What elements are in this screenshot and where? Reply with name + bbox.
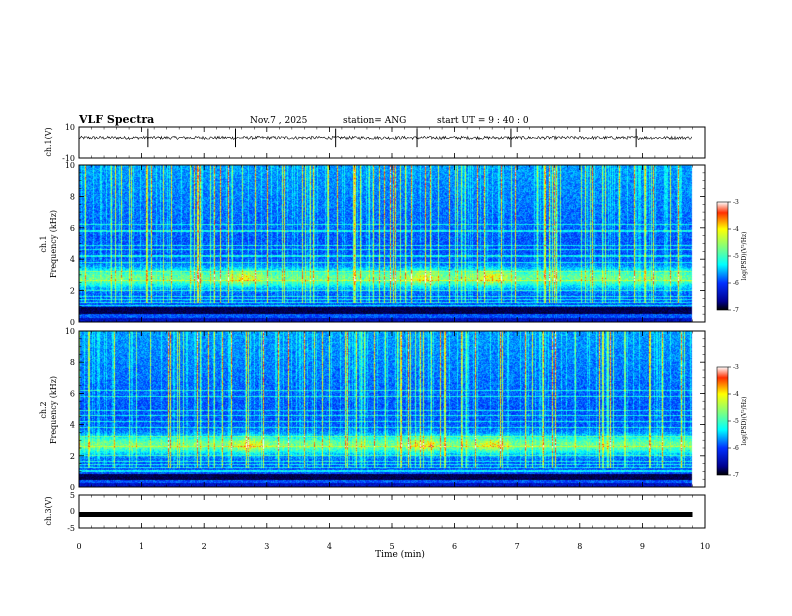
ch3-ytick-middle: 0 [70, 507, 75, 516]
freq-tick-label: 8 [70, 358, 75, 367]
freq-tick-label: 10 [65, 161, 75, 170]
time-axis-label: Time (min) [375, 549, 425, 560]
ch1-colorbar-label: log(PSD)(V²/Hz) [741, 232, 748, 281]
time-tick-label: 7 [515, 542, 520, 551]
station-label: station= ANG [343, 116, 406, 126]
freq-tick-label: 6 [70, 224, 75, 233]
ch1-ylabel: ch.1(V) [44, 127, 53, 156]
ch3-waveform-panel: 5 0 -5 ch.3(V) [44, 491, 706, 533]
colorbar-tick-label: -5 [733, 418, 739, 425]
ch2-spectrogram-ylabel-channel: ch.2 [39, 401, 48, 418]
ch2-spectrogram-panel: 0 2 4 6 8 10 ch.2 Frequency (kHz) [39, 327, 706, 492]
freq-tick-label: 10 [65, 327, 75, 336]
colorbar-tick-label: -4 [733, 391, 739, 398]
time-tick-label: 6 [452, 542, 457, 551]
colorbar-tick-label: -3 [733, 199, 739, 206]
ch1-ytick-top: 10 [65, 123, 75, 132]
freq-tick-label: 6 [70, 389, 75, 398]
time-axis-ticks [78, 127, 706, 528]
freq-tick-label: 2 [70, 287, 75, 296]
colorbar-tick-label: -6 [733, 280, 739, 287]
ch2-spectrogram-image-holder [79, 331, 705, 487]
ch3-ylabel: ch.3(V) [44, 496, 53, 525]
time-axis-tick-labels: 0 1 2 3 4 5 6 7 8 9 10 [76, 542, 710, 551]
colorbar-tick-label: -3 [733, 364, 739, 371]
start-time-label: start UT = 9 : 40 : 0 [437, 116, 529, 126]
date-label: Nov.7 , 2025 [250, 116, 308, 126]
colorbar-tick-label: -4 [733, 226, 739, 233]
time-tick-label: 5 [389, 542, 394, 551]
colorbar-tick-label: -6 [733, 445, 739, 452]
time-tick-label: 1 [139, 542, 144, 551]
ch2-colorbar-label: log(PSD)(V²/Hz) [741, 397, 748, 446]
freq-tick-label: 2 [70, 452, 75, 461]
ch1-waveform-panel: 10 -10 ch.1(V) [44, 123, 706, 163]
ch1-spike-group [147, 128, 637, 148]
colorbar-tick-label: -7 [733, 307, 739, 314]
colorbar-tick-label: -7 [733, 472, 739, 479]
ch3-ytick-bottom: -5 [67, 524, 75, 533]
ch2-colorbar: -3 -4 -5 -6 -7 log(PSD)(V²/Hz) [716, 364, 748, 479]
ch2-colorbar-ticks: -3 -4 -5 -6 -7 [728, 364, 739, 479]
time-tick-label: 10 [700, 542, 710, 551]
ch2-colorbar-gradient [717, 367, 728, 475]
freq-tick-label: 4 [70, 255, 75, 264]
ch1-ytick-bottom: -10 [62, 154, 75, 163]
time-tick-label: 2 [202, 542, 207, 551]
time-tick-label: 3 [264, 542, 269, 551]
figure-title: VLF Spectra [78, 113, 154, 126]
ch1-spectrogram-ylabel-channel: ch.1 [39, 235, 48, 252]
ch1-spectrogram-image-holder [79, 165, 705, 322]
ch2-spectrogram-ylabel-frequency: Frequency (kHz) [49, 376, 58, 444]
time-tick-label: 0 [76, 542, 81, 551]
freq-tick-label: 0 [70, 318, 75, 327]
ch1-spectrogram-image [79, 165, 705, 322]
ch1-colorbar-ticks: -3 -4 -5 -6 -7 [728, 199, 739, 314]
ch1-colorbar-gradient [717, 202, 728, 310]
ch2-spectrogram-image [79, 331, 705, 487]
time-tick-label: 8 [577, 542, 582, 551]
ch1-waveform-trace [78, 135, 693, 141]
ch1-spectrogram-ylabel-frequency: Frequency (kHz) [49, 210, 58, 278]
time-tick-label: 9 [640, 542, 645, 551]
ch2-spectrogram-yticks: 0 2 4 6 8 10 [65, 327, 705, 492]
ch1-colorbar: -3 -4 -5 -6 -7 log(PSD)(V²/Hz) [716, 199, 748, 314]
freq-tick-label: 0 [70, 483, 75, 492]
freq-tick-label: 4 [70, 421, 75, 430]
colorbar-tick-label: -5 [733, 253, 739, 260]
ch3-waveform-trace [79, 512, 693, 517]
ch1-spectrogram-yticks: 0 2 4 6 8 10 [65, 161, 705, 327]
ch1-spectrogram-panel: 0 2 4 6 8 10 ch.1 Frequency (kHz) [39, 161, 706, 327]
ch3-ytick-top: 5 [70, 491, 75, 500]
time-tick-label: 4 [327, 542, 332, 551]
freq-tick-label: 8 [70, 192, 75, 201]
